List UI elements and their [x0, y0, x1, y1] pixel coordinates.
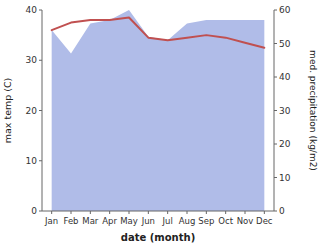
x-axis	[42, 211, 274, 212]
y-tick-label: 20	[26, 106, 38, 116]
plot-area	[52, 10, 265, 211]
x-tick-label: Sep	[198, 216, 214, 226]
y2-tick-label: 40	[279, 72, 291, 82]
x-tick-label: Oct	[218, 216, 233, 226]
x-tick-label: Apr	[102, 216, 117, 226]
x-tick-label: Jun	[141, 216, 155, 226]
y2-tick	[274, 77, 277, 78]
y2-tick	[274, 211, 277, 212]
y-tick-label: 30	[26, 55, 38, 65]
x-tick-label: Nov	[237, 216, 254, 226]
x-tick	[129, 211, 130, 214]
line	[52, 18, 265, 48]
y2-tick	[274, 43, 277, 44]
x-tick-label: Feb	[63, 216, 78, 226]
chart: Jan Feb MarAprMayJun Jul AugSep Oct NovDec 0 10 2…	[0, 0, 318, 247]
x-tick-label: Aug	[179, 216, 196, 226]
x-tick	[148, 211, 149, 214]
y2-tick	[274, 10, 277, 11]
x-tick-label: May	[120, 216, 138, 226]
y2-tick-label: 60	[279, 5, 291, 15]
y-tick	[39, 211, 42, 212]
y-tick	[39, 60, 42, 61]
y2-tick	[274, 144, 277, 145]
x-tick	[71, 211, 72, 214]
x-tick	[167, 211, 168, 214]
x-tick	[206, 211, 207, 214]
x-tick	[109, 211, 110, 214]
x-tick	[225, 211, 226, 214]
y2-tick-label: 50	[279, 39, 291, 49]
y2-axis-label: med. precipitation (kg/m2)	[308, 50, 318, 171]
y-tick-label: 10	[26, 156, 38, 166]
x-tick	[51, 211, 52, 214]
y-tick	[39, 10, 42, 11]
y-tick	[39, 110, 42, 111]
y2-tick-label: 30	[279, 106, 291, 116]
x-tick-label: Jul	[162, 216, 173, 226]
x-tick	[187, 211, 188, 214]
y-axis-label: max temp (C)	[2, 78, 13, 144]
x-axis-label: date (month)	[121, 232, 195, 243]
y2-tick-label: 0	[279, 206, 285, 216]
y2-tick	[274, 110, 277, 111]
y-tick-label: 0	[31, 206, 37, 216]
x-tick-label: Jan	[44, 216, 58, 226]
y-tick-label: 40	[26, 5, 38, 15]
area	[52, 10, 265, 211]
y2-tick	[274, 177, 277, 178]
y-tick	[39, 160, 42, 161]
x-tick-label: Dec	[256, 216, 273, 226]
y2-tick-label: 10	[279, 173, 291, 183]
x-tick-label: Mar	[82, 216, 99, 226]
x-tick	[245, 211, 246, 214]
x-tick	[264, 211, 265, 214]
y2-tick-label: 20	[279, 139, 291, 149]
x-tick	[90, 211, 91, 214]
